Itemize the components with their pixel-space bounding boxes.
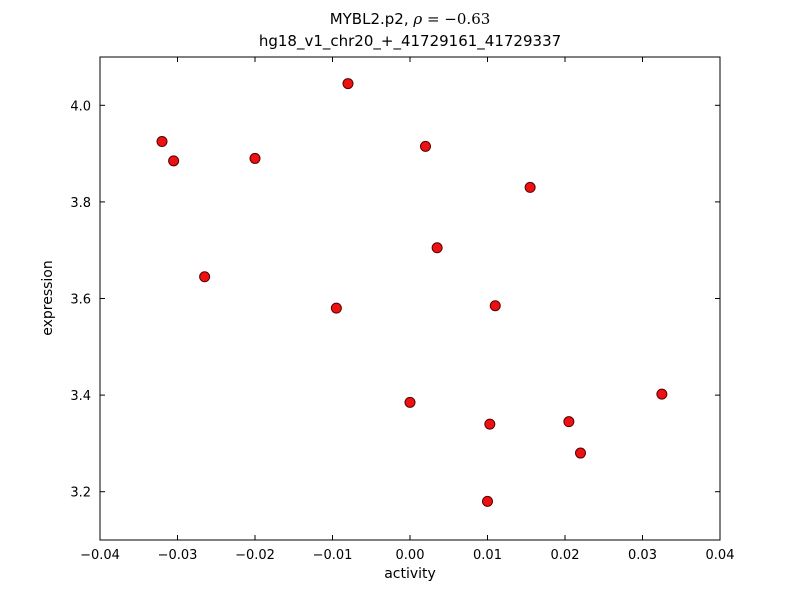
y-tick-label: 3.6 (70, 293, 91, 308)
rho-symbol: ρ (412, 10, 422, 28)
data-point (199, 271, 211, 283)
x-tick-label: 0.03 (628, 548, 657, 563)
data-point (656, 388, 668, 400)
data-point (482, 495, 493, 507)
plot-area: −0.04 −0.03 −0.02 −0.01 0.00 0.01 0.02 0.03 0.04… (70, 56, 735, 563)
x-tick-label: 0.00 (396, 548, 425, 563)
data-point (330, 302, 342, 314)
data-point (156, 136, 168, 148)
axes-frame (99, 56, 721, 541)
data-point (431, 242, 443, 254)
y-tick-label: 3.4 (70, 389, 91, 404)
data-point (342, 78, 354, 90)
data-point (489, 300, 501, 312)
x-tick-label: 0.04 (706, 548, 735, 563)
y-tick-label: 4.0 (70, 99, 91, 114)
x-axis-label: activity (384, 566, 436, 582)
data-point (420, 140, 431, 152)
x-tick-label: 0.02 (551, 548, 580, 563)
x-tick-label: −0.02 (235, 548, 275, 563)
data-point (484, 418, 496, 430)
y-tick-label: 3.8 (70, 196, 91, 211)
data-point (404, 396, 416, 408)
y-tick-label: 3.2 (70, 486, 91, 501)
data-point (563, 416, 575, 428)
data-point (524, 181, 536, 193)
x-tick-label: −0.04 (80, 548, 120, 563)
rho-value: = −0.63 (422, 10, 490, 28)
data-point (168, 155, 180, 167)
chart-title: MYBL2.p2, ρ = −0.63 (330, 10, 491, 28)
chart-title-prefix: MYBL2.p2, (330, 10, 414, 28)
x-tick-label: −0.03 (158, 548, 198, 563)
y-axis-label: expression (40, 260, 56, 336)
data-point (249, 152, 261, 164)
x-tick-label: −0.01 (313, 548, 353, 563)
chart-subtitle: hg18_v1_chr20_+_41729161_41729337 (259, 32, 561, 51)
data-point (575, 447, 586, 459)
x-tick-label: 0.01 (473, 548, 502, 563)
